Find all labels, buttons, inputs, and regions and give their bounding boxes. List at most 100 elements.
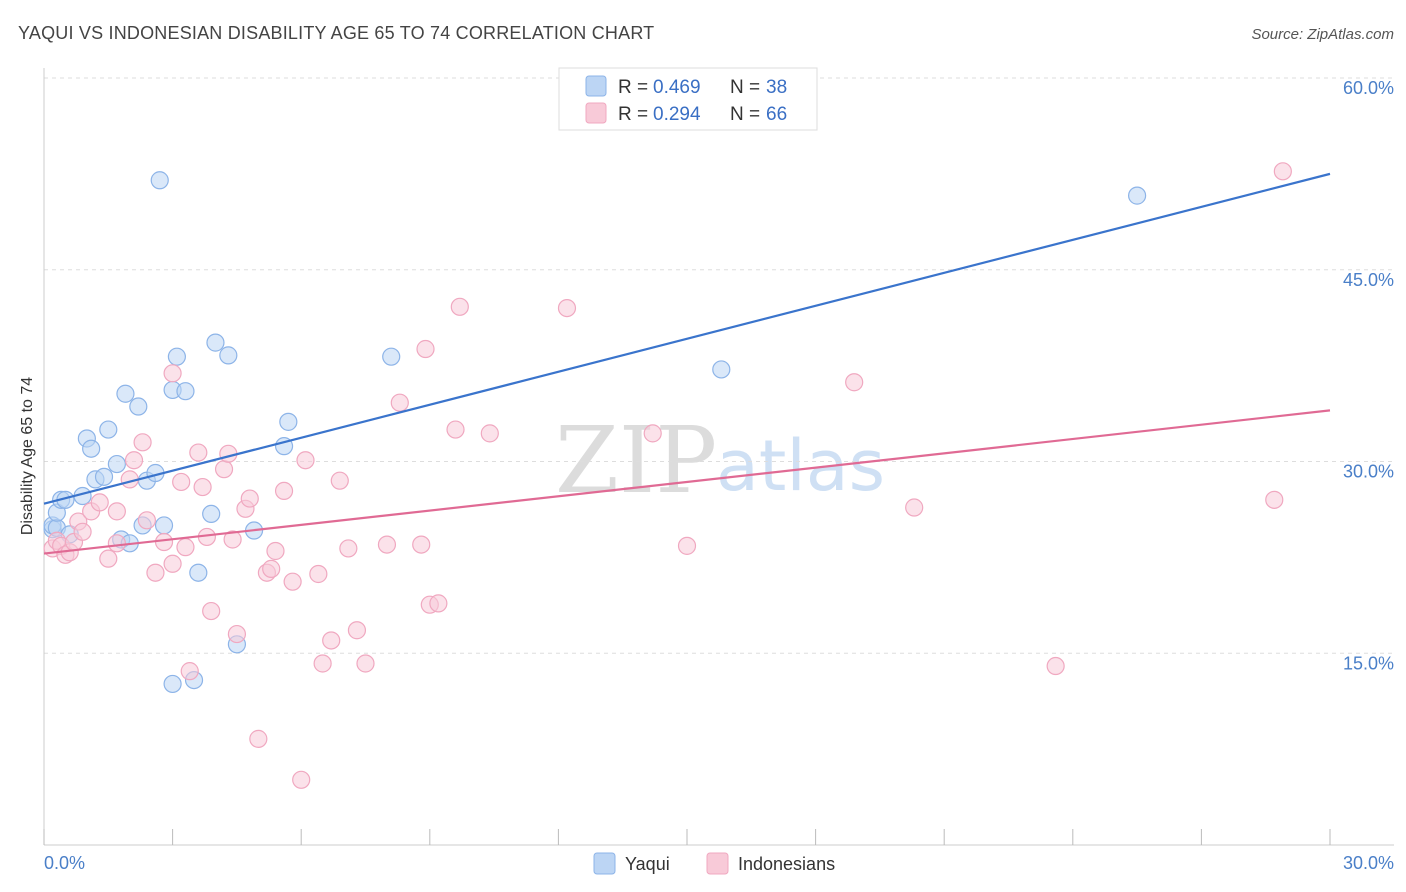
x-tick-label-min: 0.0% <box>44 853 85 873</box>
indonesians-point-42 <box>313 654 332 673</box>
yaqui-point-28 <box>189 563 208 582</box>
indonesians-point-46 <box>347 621 367 640</box>
indonesians-point-45 <box>339 539 358 558</box>
y-axis-tick-labels: 15.0% 30.0% 45.0% 60.0% <box>1343 78 1394 673</box>
x-axis-ticks <box>43 829 1331 845</box>
indonesians-point-30 <box>227 624 246 644</box>
indonesians-point-39 <box>292 770 311 789</box>
indonesians-point-63 <box>1265 490 1284 509</box>
yaqui-point-25 <box>167 347 186 366</box>
indonesians-point-33 <box>249 729 268 748</box>
indonesians-point-35 <box>262 559 281 578</box>
yaqui-point-30 <box>206 333 225 352</box>
watermark-zip: ZIP <box>555 407 717 514</box>
yaqui-point-11 <box>94 467 114 486</box>
yaqui-point-21 <box>154 516 174 535</box>
indonesians-point-38 <box>283 572 302 591</box>
yaqui-trend-line <box>43 172 1331 505</box>
yaqui-point-22 <box>150 171 169 190</box>
indonesians-point-61 <box>905 498 924 517</box>
series-legend-swatch-yaqui <box>593 852 616 875</box>
indonesians-point-7 <box>73 522 92 541</box>
indonesians-point-29 <box>223 530 242 549</box>
indonesians-point-56 <box>480 424 499 443</box>
correlation-legend: R = 0.469 N = 38 R = 0.294 N = 66 <box>558 67 818 131</box>
yaqui-point-9 <box>82 439 101 458</box>
legend-n-value-indonesians: 66 <box>766 104 787 125</box>
indonesians-point-60 <box>845 373 864 392</box>
yaqui-point-26 <box>176 382 195 401</box>
legend-r-value-yaqui: 0.469 <box>653 77 701 98</box>
legend-r-value-indonesians: 0.294 <box>653 104 701 125</box>
yaqui-point-15 <box>116 384 135 403</box>
indonesians-point-55 <box>450 297 469 316</box>
indonesians-point-53 <box>429 594 448 613</box>
chart-title: YAQUI VS INDONESIAN DISABILITY AGE 65 TO… <box>18 23 654 43</box>
indonesians-point-26 <box>202 601 221 621</box>
indonesians-point-49 <box>390 393 409 412</box>
indonesians-point-17 <box>146 563 165 582</box>
data-points <box>43 162 1292 789</box>
indonesians-point-64 <box>1273 162 1292 181</box>
indonesians-point-47 <box>356 654 375 673</box>
indonesians-point-20 <box>163 364 182 383</box>
indonesians-point-22 <box>176 538 195 557</box>
indonesians-point-18 <box>154 532 174 552</box>
series-legend-label-indonesians: Indonesians <box>738 854 835 874</box>
y-tick-label-0: 15.0% <box>1343 653 1394 673</box>
indonesians-point-59 <box>677 536 697 555</box>
legend-n-value-yaqui: 38 <box>766 77 787 98</box>
yaqui-point-38 <box>1127 186 1147 205</box>
y-tick-label-2: 45.0% <box>1343 270 1394 290</box>
indonesians-point-24 <box>193 477 212 497</box>
series-legend-label-yaqui: Yaqui <box>625 854 670 874</box>
indonesians-point-15 <box>133 433 152 452</box>
yaqui-point-31 <box>219 346 238 365</box>
indonesians-point-37 <box>274 481 294 501</box>
legend-r-label-yaqui: R = <box>618 77 648 98</box>
y-tick-label-3: 60.0% <box>1343 78 1394 98</box>
legend-swatch-indonesians <box>585 102 607 124</box>
axes <box>43 68 1394 846</box>
indonesians-point-10 <box>99 549 118 568</box>
indonesians-point-14 <box>124 451 144 470</box>
indonesians-point-48 <box>377 535 397 554</box>
indonesians-point-40 <box>296 451 315 470</box>
indonesians-point-23 <box>189 443 208 462</box>
y-axis-label: Disability Age 65 to 74 <box>19 377 36 535</box>
indonesians-point-44 <box>330 471 349 490</box>
yaqui-point-35 <box>279 412 298 431</box>
indonesians-point-58 <box>643 424 662 443</box>
indonesians-point-41 <box>309 564 328 584</box>
indonesians-point-32 <box>240 489 259 508</box>
yaqui-point-37 <box>712 360 731 379</box>
indonesians-point-65 <box>180 662 199 681</box>
indonesians-point-50 <box>412 535 431 554</box>
y-tick-label-1: 30.0% <box>1343 462 1394 482</box>
watermark-atlas: atlas <box>716 425 885 507</box>
indonesians-point-27 <box>214 460 234 479</box>
yaqui-point-29 <box>202 504 221 524</box>
legend-r-label-indonesians: R = <box>618 104 648 125</box>
indonesians-point-16 <box>137 511 156 530</box>
indonesians-point-21 <box>172 472 191 492</box>
indonesians-point-62 <box>1046 656 1065 676</box>
indonesians-point-43 <box>322 631 341 650</box>
yaqui-point-36 <box>382 347 401 366</box>
legend-swatch-yaqui <box>585 75 607 97</box>
x-tick-label-max: 30.0% <box>1343 853 1394 873</box>
indonesians-point-36 <box>266 541 285 561</box>
indonesians-point-11 <box>107 534 126 553</box>
yaqui-point-13 <box>107 454 126 474</box>
indonesians-point-57 <box>557 299 577 318</box>
yaqui-point-12 <box>99 420 118 439</box>
yaqui-point-17 <box>129 397 148 416</box>
indonesians-trend-line <box>43 409 1331 555</box>
series-legend-swatch-indonesians <box>706 852 729 875</box>
indonesians-point-54 <box>446 420 465 439</box>
indonesians-point-9 <box>90 493 109 512</box>
indonesians-point-51 <box>416 339 435 359</box>
legend-n-label-yaqui: N = <box>730 77 760 98</box>
series-legend: Yaqui Indonesians <box>593 852 835 875</box>
